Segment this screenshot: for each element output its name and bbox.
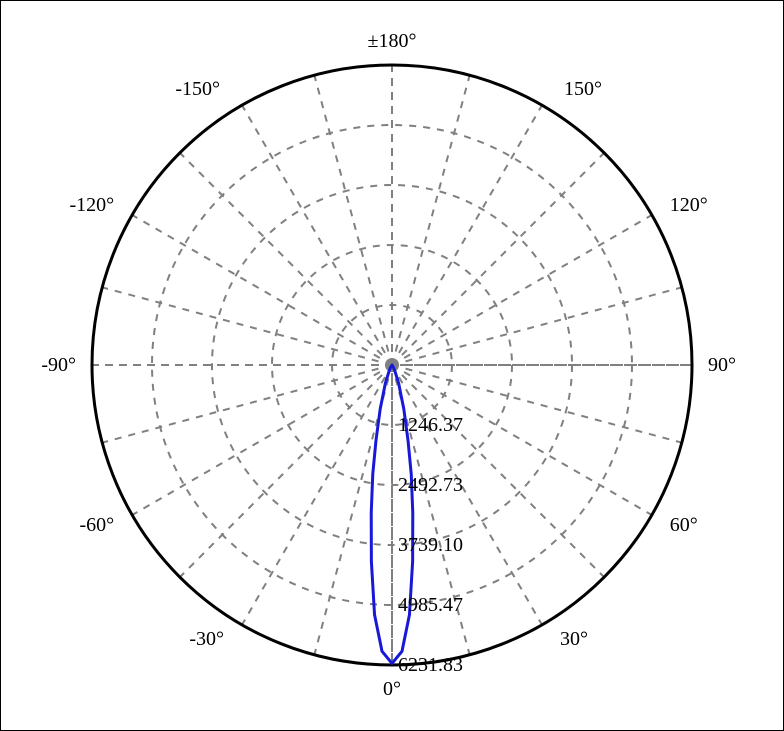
radial-tick-label: 1246.37 [398, 414, 463, 436]
radial-tick-label: 6231.83 [398, 654, 463, 676]
angle-label: ±180° [368, 30, 417, 52]
radial-tick-label: 3739.10 [398, 534, 463, 556]
angle-label: 30° [560, 628, 588, 650]
angle-label: 120° [670, 194, 708, 216]
angle-label: -150° [175, 78, 220, 100]
angle-label: -120° [70, 194, 115, 216]
angle-label: -30° [189, 628, 224, 650]
radial-tick-label: 4985.47 [398, 594, 463, 616]
angle-label: 150° [564, 78, 602, 100]
polar-chart-svg: 1246.37 2492.73 3739.10 4985.47 6231.83 ±180°… [0, 0, 784, 731]
angle-label: -60° [80, 514, 115, 536]
angle-label: 90° [708, 354, 736, 376]
angle-label: 60° [670, 514, 698, 536]
radial-tick-label: 2492.73 [398, 474, 463, 496]
angle-label: -90° [41, 354, 76, 376]
polar-chart: 1246.37 2492.73 3739.10 4985.47 6231.83 ±180°… [0, 0, 784, 731]
angle-label: 0° [383, 678, 401, 700]
